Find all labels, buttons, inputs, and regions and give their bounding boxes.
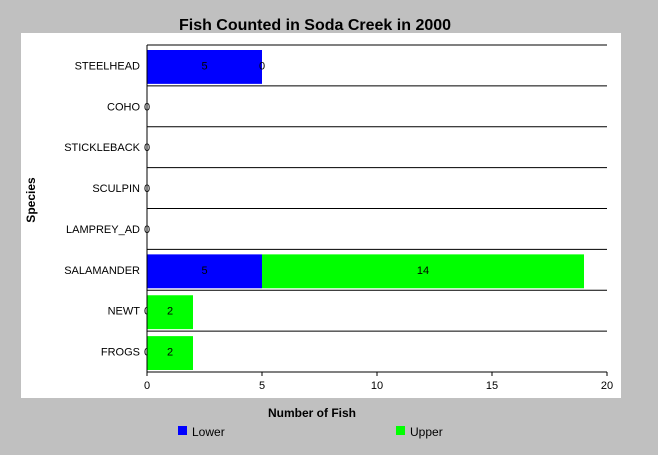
category-label-frogs: FROGS: [101, 347, 140, 359]
legend-label-upper: Upper: [410, 425, 443, 439]
category-label-steelhead: STEELHEAD: [75, 60, 140, 72]
bar-upper-frogs: [147, 336, 193, 370]
value-label-upper-frogs: 2: [167, 347, 173, 359]
chart-panel: [21, 33, 621, 398]
value-label-upper-newt: 2: [167, 306, 173, 318]
axes-layer: STEELHEAD COHO STICKLEBACK SCULPIN LAMPREY_A…: [64, 45, 613, 392]
x-tick-label-15: 15: [486, 380, 498, 392]
value-label-upper-steelhead: 0: [259, 60, 265, 72]
category-label-newt: NEWT: [108, 306, 141, 318]
category-label-salamander: SALAMANDER: [64, 265, 140, 277]
legend-swatch-upper: [396, 426, 405, 435]
x-tick-label-20: 20: [601, 380, 613, 392]
x-tick-label-10: 10: [371, 380, 383, 392]
category-label-coho: COHO: [107, 101, 140, 113]
category-label-lamprey-ad: LAMPREY_AD: [66, 224, 140, 236]
bar-lower-steelhead: [147, 50, 262, 84]
legend-swatch-lower: [178, 426, 187, 435]
chart-title: Fish Counted in Soda Creek in 2000: [179, 17, 451, 34]
x-tick-label-5: 5: [259, 380, 265, 392]
bars-layer: 5000005140202: [144, 50, 584, 370]
value-label-upper-salamander: 14: [417, 265, 429, 277]
legend: Lower Upper: [178, 425, 443, 439]
bar-lower-salamander: [147, 254, 262, 289]
category-label-sculpin: SCULPIN: [92, 183, 140, 195]
value-label-lower-salamander: 5: [201, 265, 207, 277]
bar-upper-salamander: [262, 254, 584, 289]
value-label-lower-steelhead: 5: [201, 60, 207, 72]
bar-upper-newt: [147, 295, 193, 330]
legend-label-lower: Lower: [192, 425, 225, 439]
x-axis-title: Number of Fish: [268, 406, 356, 420]
x-tick-label-0: 0: [144, 380, 150, 392]
y-axis-title: Species: [24, 177, 38, 223]
category-label-stickleback: STICKLEBACK: [64, 142, 140, 154]
